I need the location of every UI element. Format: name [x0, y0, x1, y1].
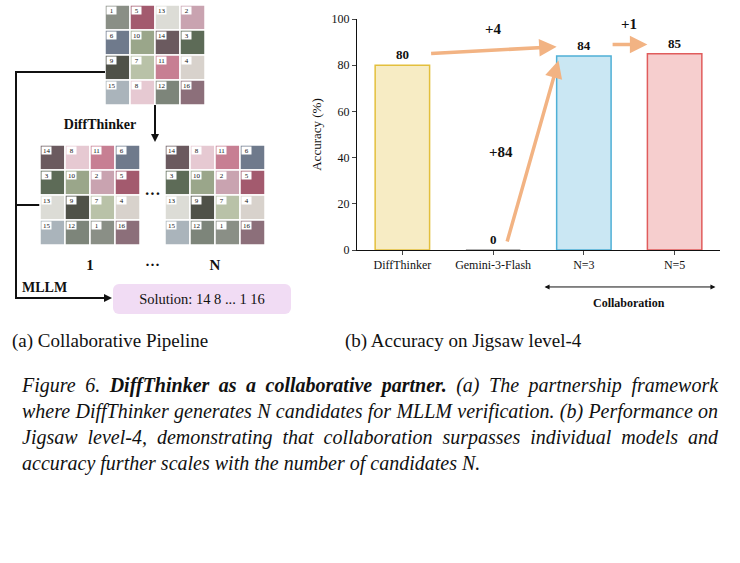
svg-text:+84: +84: [489, 144, 513, 160]
svg-text:N=3: N=3: [573, 258, 594, 272]
html-text:demonstrating: demonstrating: [156, 426, 273, 448]
svg-text:9: 9: [110, 57, 114, 65]
svg-text:7: 7: [135, 57, 139, 65]
svg-text:0: 0: [490, 232, 497, 247]
svg-text:8: 8: [70, 147, 74, 155]
svg-text:1: 1: [95, 222, 99, 230]
svg-text:6: 6: [110, 32, 114, 40]
svg-text:80: 80: [338, 58, 350, 72]
svg-text:N: N: [210, 257, 221, 273]
svg-text:10: 10: [133, 32, 141, 40]
svg-text:85: 85: [668, 36, 682, 51]
svg-text:3: 3: [170, 172, 174, 180]
svg-text:10: 10: [68, 172, 76, 180]
html-text:and: and: [688, 426, 718, 448]
html-text:(b) Accuracy on Jigsaw level-4: (b) Accuracy on Jigsaw level-4: [345, 330, 582, 351]
html-text:framework: framework: [631, 374, 718, 396]
svg-text:4: 4: [120, 197, 124, 205]
svg-text:5: 5: [135, 7, 139, 15]
svg-text:14: 14: [168, 147, 176, 155]
svg-text:16: 16: [118, 222, 126, 230]
svg-text:16: 16: [243, 222, 251, 230]
svg-text:7: 7: [95, 197, 99, 205]
html-text:accuracy further scales with t: accuracy further scales with the number …: [22, 452, 481, 474]
svg-text:···: ···: [145, 257, 160, 273]
svg-text:13: 13: [43, 197, 51, 205]
svg-text:Accuracy (%): Accuracy (%): [309, 98, 324, 171]
html-text:The: The: [489, 374, 519, 396]
svg-text:11: 11: [158, 57, 165, 65]
svg-text:1: 1: [86, 257, 94, 273]
svg-text:2: 2: [220, 172, 224, 180]
svg-text:+1: +1: [621, 16, 637, 32]
html-text:collaboration: collaboration: [323, 426, 433, 448]
svg-text:0: 0: [344, 243, 350, 257]
html-text:where DiffThinker generates N: where DiffThinker generates N candidates…: [22, 400, 719, 422]
svg-text:MLLM: MLLM: [22, 280, 67, 295]
svg-text:4: 4: [245, 197, 249, 205]
html-text:level-4,: level-4,: [87, 426, 147, 448]
html-text:that: that: [282, 426, 314, 448]
svg-text:9: 9: [195, 197, 199, 205]
html-text:surpasses: surpasses: [442, 426, 521, 448]
svg-text:20: 20: [338, 197, 350, 211]
svg-text:15: 15: [108, 82, 116, 90]
svg-text:1: 1: [220, 222, 224, 230]
svg-text:2: 2: [185, 7, 189, 15]
html-text:(a) Collaborative Pipeline: (a) Collaborative Pipeline: [12, 330, 209, 351]
svg-text:Solution: 14 8 ... 1 16: Solution: 14 8 ... 1 16: [139, 291, 265, 307]
svg-text:7: 7: [220, 197, 224, 205]
svg-text:DiffThinker: DiffThinker: [373, 258, 431, 272]
svg-text:16: 16: [183, 82, 191, 90]
svg-text:11: 11: [93, 147, 100, 155]
svg-text:Gemini-3-Flash: Gemini-3-Flash: [455, 258, 531, 272]
svg-text:80: 80: [396, 47, 409, 62]
svg-text:8: 8: [135, 82, 139, 90]
svg-text:14: 14: [158, 32, 166, 40]
svg-text:12: 12: [193, 222, 201, 230]
svg-text:5: 5: [120, 172, 124, 180]
html-text:models: models: [621, 426, 678, 448]
html-text:(a): (a): [456, 374, 480, 396]
svg-text:5: 5: [245, 172, 249, 180]
svg-text:3: 3: [45, 172, 49, 180]
svg-text:N=5: N=5: [664, 258, 685, 272]
svg-text:6: 6: [120, 147, 124, 155]
svg-text:13: 13: [158, 7, 166, 15]
svg-text:6: 6: [245, 147, 249, 155]
svg-text:12: 12: [68, 222, 76, 230]
svg-text:4: 4: [185, 57, 189, 65]
svg-text:12: 12: [158, 82, 166, 90]
svg-text:84: 84: [577, 38, 591, 53]
svg-text:13: 13: [168, 197, 176, 205]
svg-text:+4: +4: [485, 21, 502, 37]
svg-text:···: ···: [144, 185, 160, 202]
svg-text:DiffThinker: DiffThinker: [64, 117, 136, 132]
svg-text:15: 15: [168, 222, 176, 230]
svg-text:40: 40: [338, 151, 350, 165]
svg-text:100: 100: [332, 12, 350, 26]
svg-text:Collaboration: Collaboration: [593, 296, 665, 310]
html-text:individual: individual: [530, 426, 612, 448]
svg-text:60: 60: [338, 105, 350, 119]
svg-text:1: 1: [110, 7, 114, 15]
svg-text:9: 9: [70, 197, 74, 205]
html-text:Jigsaw: Jigsaw: [22, 426, 78, 448]
svg-text:8: 8: [195, 147, 199, 155]
svg-text:11: 11: [218, 147, 225, 155]
html-text:Figure 6. DiffThinker as a col: Figure 6. DiffThinker as a collaborative…: [22, 374, 447, 396]
svg-text:2: 2: [95, 172, 99, 180]
svg-text:3: 3: [185, 32, 189, 40]
svg-text:15: 15: [43, 222, 51, 230]
svg-text:10: 10: [193, 172, 201, 180]
svg-text:14: 14: [43, 147, 51, 155]
html-text:partnership: partnership: [528, 374, 622, 396]
